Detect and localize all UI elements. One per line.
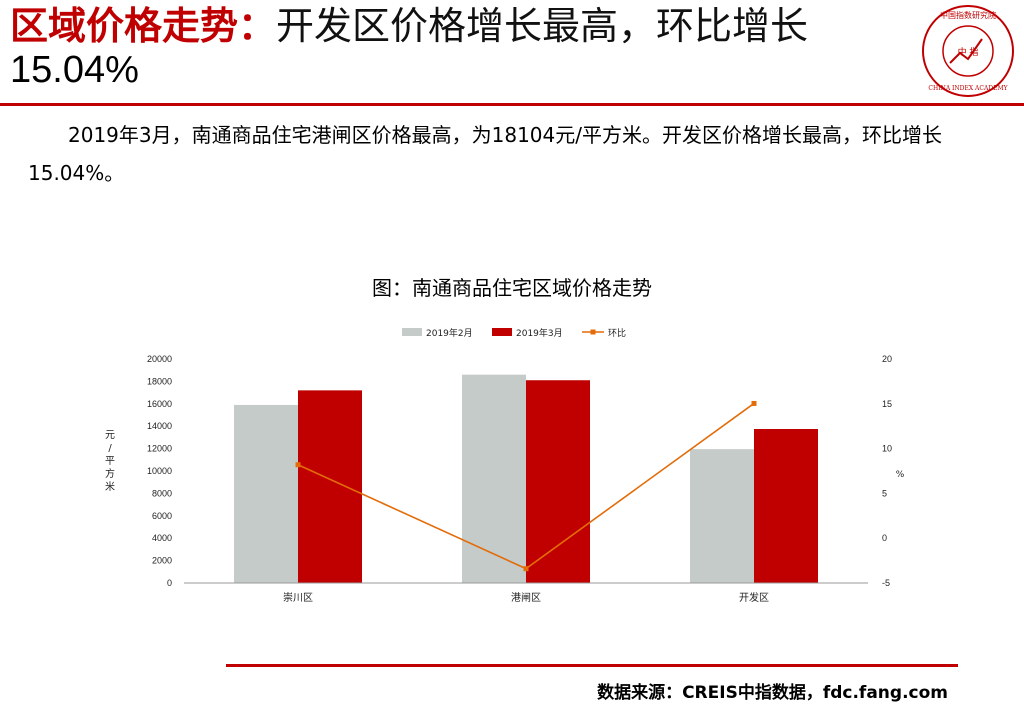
y2-tick-label: -5 xyxy=(882,578,890,588)
bar xyxy=(234,404,298,583)
legend-swatch xyxy=(492,328,512,336)
bar xyxy=(526,380,590,583)
legend-label: 环比 xyxy=(608,327,626,339)
y-tick-label: 12000 xyxy=(147,444,172,454)
mom-point xyxy=(295,462,301,468)
title-highlight: 区域价格走势： xyxy=(10,4,277,48)
page-title: 区域价格走势：开发区价格增长最高，环比增长 15.04% xyxy=(10,4,910,92)
x-tick-label: 开发区 xyxy=(739,591,769,604)
y-tick-label: 14000 xyxy=(147,421,172,431)
summary-text: 2019年3月，南通商品住宅港闸区价格最高，为18104元/平方米。开发区价格增… xyxy=(28,123,942,185)
y-axis-label: 平 xyxy=(105,456,115,467)
summary-paragraph: 2019年3月，南通商品住宅港闸区价格最高，为18104元/平方米。开发区价格增… xyxy=(28,116,1013,192)
data-source: 数据来源：CREIS中指数据，fdc.fang.com xyxy=(597,683,948,703)
y-tick-label: 8000 xyxy=(152,488,172,498)
y2-axis-label: % xyxy=(896,470,905,480)
chart-title: 图：南通商品住宅区域价格走势 xyxy=(372,276,652,300)
y-axis-label: 元 xyxy=(105,430,115,441)
bar xyxy=(462,374,526,583)
y-tick-label: 4000 xyxy=(152,533,172,543)
y-axis-label: 方 xyxy=(105,467,115,480)
y-tick-label: 6000 xyxy=(152,511,172,521)
mom-point xyxy=(523,566,529,572)
x-tick-label: 崇川区 xyxy=(283,592,313,604)
y2-tick-label: 10 xyxy=(882,444,892,454)
bar xyxy=(690,449,754,583)
y2-tick-label: 0 xyxy=(882,533,887,543)
y-tick-label: 18000 xyxy=(147,376,172,386)
china-index-academy-logo: 中国指数研究院 中 指 CHINA INDEX ACADEMY xyxy=(922,5,1014,97)
legend-swatch xyxy=(402,328,422,336)
logo-center-text: 中 指 xyxy=(958,46,979,58)
logo-top-text: 中国指数研究院 xyxy=(940,10,996,20)
legend-label: 2019年2月 xyxy=(426,327,473,339)
bar xyxy=(298,390,362,583)
y-tick-label: 10000 xyxy=(147,466,172,476)
bar xyxy=(754,429,818,583)
footer-divider xyxy=(226,664,958,667)
y-tick-label: 16000 xyxy=(147,399,172,409)
title-rest: 开发区价格增长最高，环比增长 xyxy=(276,4,809,48)
y-axis-label: / xyxy=(108,443,112,454)
legend-label: 2019年3月 xyxy=(516,327,563,339)
y-tick-label: 0 xyxy=(167,578,172,588)
y-tick-label: 2000 xyxy=(152,556,172,566)
header-divider xyxy=(0,103,1024,106)
logo-bottom-text: CHINA INDEX ACADEMY xyxy=(928,85,1008,92)
y2-tick-label: 20 xyxy=(882,354,892,364)
y2-tick-label: 15 xyxy=(882,399,892,409)
mom-point xyxy=(751,400,757,406)
y-tick-label: 20000 xyxy=(147,354,172,364)
y-axis-label: 米 xyxy=(105,480,115,493)
title-percent: 15.04% xyxy=(10,49,139,91)
y2-tick-label: 5 xyxy=(882,488,887,498)
x-tick-label: 港闸区 xyxy=(511,591,541,604)
legend-marker xyxy=(590,329,596,335)
